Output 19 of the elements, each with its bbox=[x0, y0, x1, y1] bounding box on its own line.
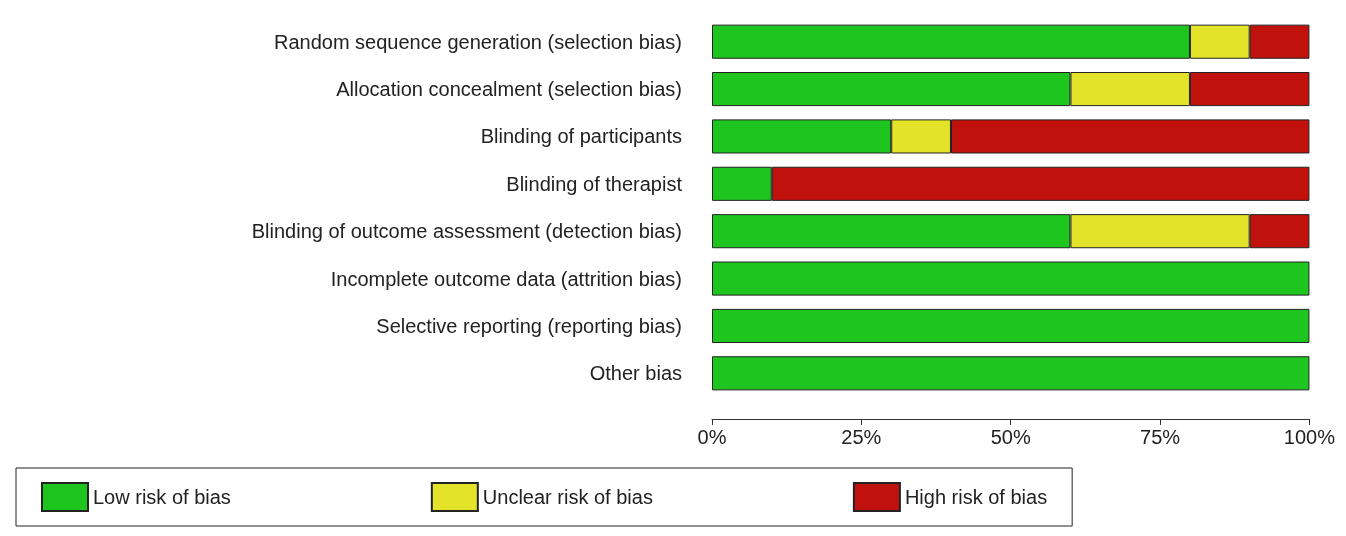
legend-label: Low risk of bias bbox=[93, 486, 231, 508]
bar bbox=[712, 356, 1310, 391]
y-tick-label: Incomplete outcome data (attrition bias) bbox=[330, 267, 682, 290]
y-tick-label: Selective reporting (reporting bias) bbox=[376, 314, 682, 337]
y-tick-label: Other bias bbox=[589, 362, 682, 385]
y-tick-label: Blinding of outcome assessment (detection bias) bbox=[251, 220, 682, 243]
x-tick-label: 100% bbox=[1283, 426, 1336, 448]
x-tick-label: 25% bbox=[841, 426, 882, 448]
bar bbox=[712, 308, 1310, 343]
legend-label: High risk of bias bbox=[904, 486, 1048, 508]
y-tick-label: Random sequence generation (selection bias) bbox=[273, 30, 682, 53]
legend-label: Unclear risk of bias bbox=[482, 486, 653, 508]
y-tick-label: Blinding of therapist bbox=[506, 172, 683, 195]
bar bbox=[712, 261, 1310, 296]
y-tick-label: Allocation concealment (selection bias) bbox=[336, 78, 682, 101]
x-tick-label: 50% bbox=[990, 426, 1031, 448]
x-tick-label: 75% bbox=[1140, 426, 1181, 448]
y-tick-label: Blinding of participants bbox=[480, 125, 682, 148]
x-tick-label: 0% bbox=[697, 426, 727, 448]
